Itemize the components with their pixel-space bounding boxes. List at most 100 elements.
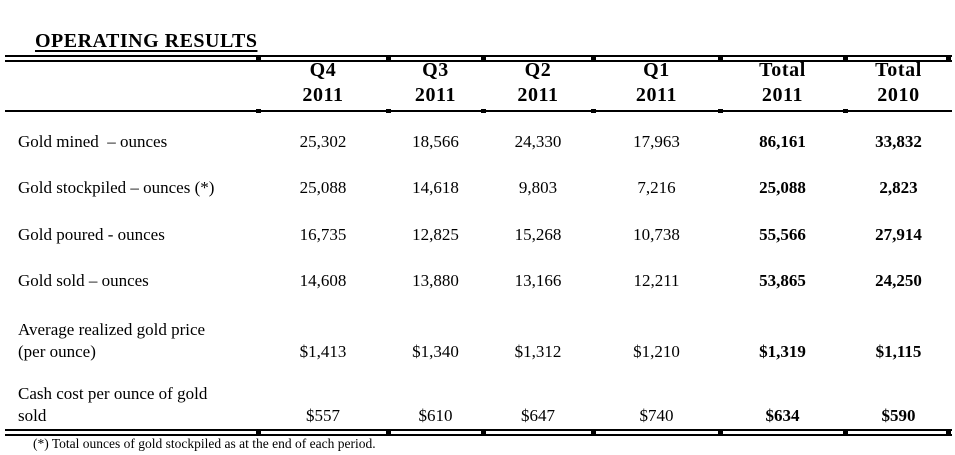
- column-tick: [481, 109, 486, 113]
- column-tick: [843, 55, 848, 62]
- value-cell: 25,088: [299, 178, 347, 197]
- column-header-total-2010: Total 2010: [845, 58, 952, 110]
- header-divider-rule: [5, 109, 952, 113]
- column-header-line1: Q1: [643, 59, 670, 81]
- column-header-q2-2011: Q2 2011: [483, 58, 593, 110]
- column-tick: [718, 429, 723, 436]
- column-header-line2: 2011: [635, 84, 678, 106]
- header-spacer: [8, 58, 258, 110]
- row-label: Gold stockpiled – ounces (*): [8, 177, 258, 199]
- value-cell-total: 33,832: [875, 132, 922, 151]
- value-cell: 18,566: [412, 132, 459, 151]
- column-tick: [843, 429, 848, 436]
- column-header-line2: 2011: [761, 84, 804, 106]
- value-cell-total: $634: [765, 406, 800, 425]
- value-cell: 17,963: [633, 132, 680, 151]
- column-tick: [256, 55, 261, 62]
- column-tick: [256, 429, 261, 436]
- table-body: Gold mined – ounces 25,302 18,566 24,330…: [8, 112, 952, 430]
- column-header-line1: Q4: [309, 59, 337, 81]
- row-label: Gold mined – ounces: [8, 131, 258, 153]
- value-cell-total: 86,161: [759, 132, 806, 151]
- table-row-gold-stockpiled: Gold stockpiled – ounces (*) 25,088 14,6…: [8, 156, 952, 202]
- value-cell: $1,413: [299, 342, 347, 361]
- table-header-row: Q4 2011 Q3 2011 Q2 2011 Q1 2011 Total 20…: [8, 58, 952, 110]
- column-tick: [591, 55, 596, 62]
- column-header-line1: Total: [759, 59, 806, 81]
- row-label: Average realized gold price (per ounce): [8, 319, 258, 363]
- value-cell: 12,211: [633, 271, 680, 290]
- value-cell: $610: [418, 406, 453, 425]
- top-double-rule: [5, 55, 952, 62]
- column-header-line2: 2010: [877, 84, 920, 106]
- value-cell: 7,216: [637, 178, 676, 197]
- value-cell: 9,803: [518, 178, 558, 197]
- value-cell: 12,825: [412, 225, 459, 244]
- value-cell: 13,880: [412, 271, 459, 290]
- row-label-line2: (per ounce): [18, 342, 96, 361]
- column-tick: [591, 429, 596, 436]
- value-cell-total: 27,914: [875, 225, 922, 244]
- page-title: OPERATING RESULTS: [35, 30, 258, 52]
- bottom-double-rule: [5, 429, 952, 436]
- value-cell-total: 55,566: [759, 225, 806, 244]
- value-cell: $1,340: [412, 342, 459, 361]
- rule-line: [5, 60, 952, 62]
- column-header-q4-2011: Q4 2011: [258, 58, 388, 110]
- column-header-q1-2011: Q1 2011: [593, 58, 720, 110]
- table-row-average-realized-gold-price: Average realized gold price (per ounce) …: [8, 295, 952, 366]
- row-label-line2: sold: [18, 406, 47, 425]
- column-header-q3-2011: Q3 2011: [388, 58, 483, 110]
- column-tick: [591, 109, 596, 113]
- column-tick: [843, 109, 848, 113]
- column-tick: [481, 429, 486, 436]
- column-header-line1: Q2: [524, 59, 552, 81]
- row-label-line1: Gold mined – ounces: [18, 132, 168, 151]
- value-cell: $647: [521, 406, 555, 425]
- value-cell: 15,268: [514, 225, 562, 244]
- column-tick: [256, 109, 261, 113]
- column-tick: [481, 55, 486, 62]
- table-row-cash-cost-per-ounce: Cash cost per ounce of gold sold $557 $6…: [8, 366, 952, 430]
- column-header-line1: Total: [875, 59, 922, 81]
- column-tick: [946, 55, 951, 62]
- value-cell-total: $1,319: [759, 342, 806, 361]
- column-tick: [946, 429, 951, 436]
- value-cell: 13,166: [514, 271, 562, 290]
- table-row-gold-sold: Gold sold – ounces 14,608 13,880 13,166 …: [8, 249, 952, 295]
- value-cell: $740: [639, 406, 674, 425]
- column-tick: [718, 55, 723, 62]
- column-tick: [386, 109, 391, 113]
- column-tick: [386, 429, 391, 436]
- value-cell: $1,210: [633, 342, 680, 361]
- value-cell: 25,302: [299, 132, 347, 151]
- value-cell-total: 24,250: [875, 271, 922, 290]
- value-cell: $1,312: [514, 342, 562, 361]
- row-label-line1: Gold sold – ounces: [18, 271, 149, 290]
- value-cell: 14,608: [299, 271, 347, 290]
- value-cell: 16,735: [299, 225, 347, 244]
- row-label: Cash cost per ounce of gold sold: [8, 383, 258, 427]
- rule-line: [5, 429, 952, 431]
- value-cell: 24,330: [514, 132, 562, 151]
- value-cell-total: $590: [881, 406, 916, 425]
- row-label-line1: Average realized gold price: [18, 320, 206, 339]
- row-label-line1: Gold poured - ounces: [18, 225, 165, 244]
- table-row-gold-poured: Gold poured - ounces 16,735 12,825 15,26…: [8, 202, 952, 249]
- column-tick: [718, 109, 723, 113]
- column-header-line1: Q3: [422, 59, 449, 81]
- value-cell: 10,738: [633, 225, 680, 244]
- column-header-line2: 2011: [517, 84, 559, 106]
- footnote: (*) Total ounces of gold stockpiled as a…: [33, 436, 376, 451]
- column-header-line2: 2011: [302, 84, 344, 106]
- table-row-gold-mined: Gold mined – ounces 25,302 18,566 24,330…: [8, 112, 952, 156]
- value-cell: $557: [306, 406, 340, 425]
- column-header-total-2011: Total 2011: [720, 58, 845, 110]
- row-label: Gold sold – ounces: [8, 270, 258, 292]
- value-cell-total: 53,865: [759, 271, 806, 290]
- rule-line: [5, 434, 952, 436]
- value-cell: 14,618: [412, 178, 459, 197]
- rule-line: [5, 55, 952, 57]
- row-label: Gold poured - ounces: [8, 224, 258, 246]
